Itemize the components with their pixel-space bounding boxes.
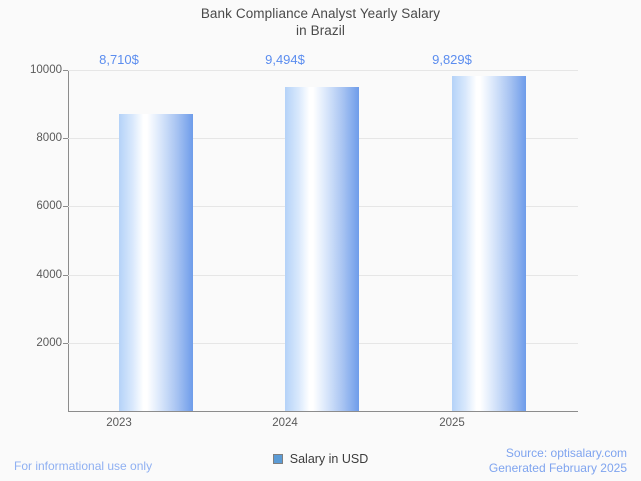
chart-title-line-1: Bank Compliance Analyst Yearly Salary [200,6,441,21]
x-tick-label-2025: 2025 [439,417,465,429]
y-tick-mark-2000 [63,342,68,344]
footer-generated: Generated February 2025 [488,461,627,475]
y-tick-label-6000: 6000 [36,200,62,213]
bar-2023[interactable] [119,113,193,411]
y-tick-mark-8000 [63,138,68,140]
x-axis-line [68,411,578,412]
y-tick-label-8000: 8000 [36,132,62,145]
bar-2025[interactable] [452,75,526,411]
value-label-2024: 9,494$ [265,52,305,67]
x-tick-label-2023: 2023 [106,417,132,429]
footer-source: Source: optisalary.com [505,446,627,460]
legend-swatch-icon [272,454,283,464]
legend-item-salary-in-usd[interactable]: Salary in USD [272,452,369,466]
chart-title: Bank Compliance Analyst Yearly Salary in… [0,5,641,39]
footer-source-block: Source: optisalary.com Generated Februar… [489,446,627,476]
chart-title-line-2: in Brazil [296,23,345,38]
y-tick-label-4000: 4000 [36,268,62,281]
value-label-2023: 8,710$ [99,52,139,67]
gridline-10000 [68,70,578,71]
y-axis-labels: 10000 8000 6000 4000 2000 [0,0,62,481]
value-label-2025: 9,829$ [432,52,472,67]
plot-area [68,70,578,412]
bar-2024[interactable] [285,87,359,412]
y-tick-label-10000: 10000 [30,64,62,76]
legend-item-label: Salary in USD [289,452,369,466]
y-axis-line [63,70,69,412]
footer-disclaimer: For informational use only [14,459,153,473]
y-tick-mark-4000 [63,274,68,276]
y-tick-mark-10000 [63,70,68,71]
y-tick-label-2000: 2000 [36,336,62,349]
chart-legend: Salary in USD [0,452,641,466]
y-tick-mark-6000 [63,206,68,208]
x-tick-label-2024: 2024 [272,417,298,429]
